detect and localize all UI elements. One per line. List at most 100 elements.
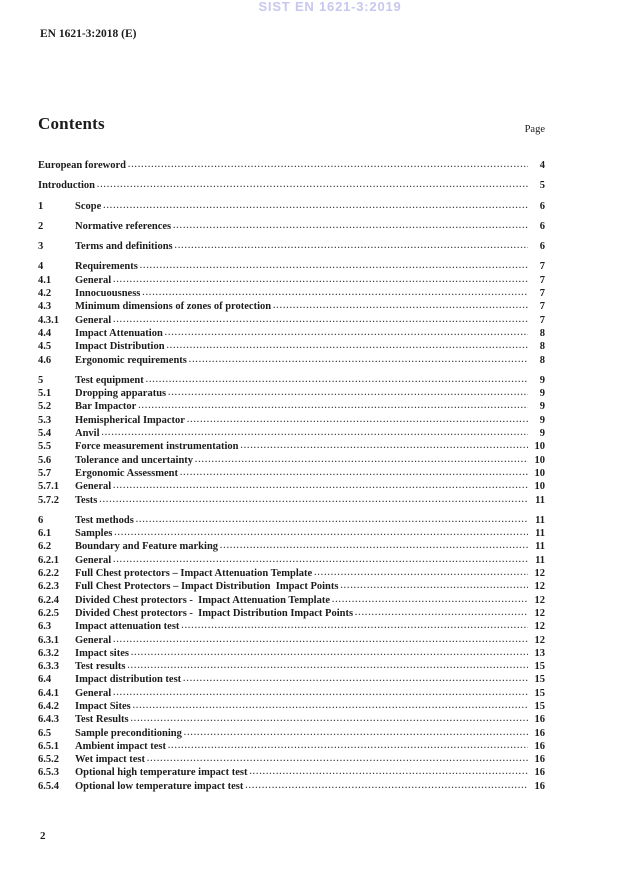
toc-dot-leader: ........................................… — [127, 660, 528, 671]
toc-entry-title: Dropping apparatus — [75, 388, 167, 400]
toc-dot-leader: ........................................… — [355, 606, 528, 617]
toc-entry: 4.1 General ............................… — [38, 274, 545, 287]
toc-entry-number: 6.5 — [38, 727, 52, 739]
toc-dot-leader: ........................................… — [99, 493, 528, 504]
toc-entry: 6.5.3 Optional high temperature impact t… — [38, 766, 545, 779]
toc-entry: 5 Test equipment .......................… — [38, 374, 545, 387]
toc-entry-number: 6.4.1 — [38, 687, 59, 699]
toc-dot-leader: ........................................… — [183, 726, 528, 737]
toc-dot-leader: ........................................… — [188, 353, 528, 364]
toc-entry-page: 9 — [539, 374, 545, 386]
toc-dot-leader: ........................................… — [174, 240, 528, 251]
toc-dot-leader: ........................................… — [142, 287, 528, 298]
toc-entry: 4.2 Innocuousness ......................… — [38, 287, 545, 300]
toc-entry: 6.2.2 Full Chest protectors – Impact Att… — [38, 567, 545, 580]
document-reference: EN 1621-3:2018 (E) — [40, 28, 137, 40]
toc-dot-leader: ........................................… — [167, 739, 528, 750]
toc-entry-title: Sample preconditioning — [75, 727, 182, 739]
toc-entry-number: 4.3 — [38, 301, 52, 313]
toc-entry-number: 4.4 — [38, 327, 52, 339]
toc-entry-page: 6 — [539, 220, 545, 232]
toc-entry-page: 8 — [539, 341, 545, 353]
toc-entry-number: 4.6 — [38, 354, 52, 366]
toc-entry-title: Optional high temperature impact test — [75, 767, 248, 779]
toc-entry: 6.3.2 Impact sites .....................… — [38, 647, 545, 660]
toc-entry-title: Bar Impactor — [75, 401, 137, 413]
toc-dot-leader: ........................................… — [128, 159, 528, 169]
toc-entry-page: 4 — [539, 160, 545, 171]
contents-heading: Contents — [38, 114, 105, 133]
toc-entry-number: 5.1 — [38, 388, 52, 400]
toc-entry-page: 10 — [534, 454, 546, 466]
toc-entry: 6.2.5 Divided Chest protectors - Impact … — [38, 607, 545, 620]
toc-entry-page: 5 — [539, 180, 545, 192]
toc-entry: 4.3.1 General ..........................… — [38, 314, 545, 327]
toc-dot-leader: ........................................… — [179, 466, 528, 477]
toc-entry-page: 12 — [534, 607, 546, 619]
toc-dot-leader: ........................................… — [113, 553, 528, 564]
toc-entry-title: General — [75, 314, 112, 326]
toc-dot-leader: ........................................… — [314, 567, 528, 578]
toc-entry-number: 6.5.2 — [38, 754, 59, 766]
toc-entry-number: 6.3.1 — [38, 634, 59, 646]
toc-entry-page: 16 — [534, 740, 546, 752]
toc-entry: 6.2 Boundary and Feature marking .......… — [38, 540, 545, 553]
toc-entry-page: 9 — [539, 414, 545, 426]
toc-entry-page: 6 — [539, 200, 545, 212]
toc-entry-title: Test results — [75, 661, 126, 673]
toc-entry: European foreword ......................… — [38, 159, 545, 172]
toc-entry-title: Ergonomic Assessment — [75, 467, 178, 479]
toc-entry-title: Requirements — [75, 261, 138, 273]
toc-dot-leader: ........................................… — [332, 593, 528, 604]
toc-entry-number: 4.3.1 — [38, 314, 59, 326]
toc-entry-title: Test Results — [75, 714, 129, 726]
toc-dot-leader: ........................................… — [130, 646, 528, 657]
toc-entry: 6.4.2 Impact Sites .....................… — [38, 700, 545, 713]
toc-entry-page: 8 — [539, 327, 545, 339]
toc-dot-leader: ........................................… — [173, 219, 528, 230]
toc-dot-leader: ........................................… — [130, 713, 528, 724]
toc-entry-number: 4 — [38, 261, 44, 273]
toc-entry: 5.2 Bar Impactor .......................… — [38, 400, 545, 413]
toc-dot-leader: ........................................… — [139, 260, 528, 271]
toc-entry-title: General — [75, 687, 112, 699]
toc-entry: 6.4.1 General ..........................… — [38, 687, 545, 700]
toc-dot-leader: ........................................… — [113, 633, 528, 644]
toc-entry-number: 5.2 — [38, 401, 52, 413]
toc-entry: 6.5.2 Wet impact test ..................… — [38, 753, 545, 766]
toc-entry-title: Tolerance and uncertainty — [75, 454, 194, 466]
table-of-contents: European foreword ......................… — [38, 152, 545, 793]
toc-entry: 5.4 Anvil ..............................… — [38, 427, 545, 440]
toc-entry-number: 2 — [38, 220, 44, 232]
toc-entry-title: Divided Chest protectors - Impact Distri… — [75, 607, 354, 619]
toc-dot-leader: ........................................… — [113, 686, 528, 697]
toc-entry-page: 7 — [539, 274, 545, 286]
toc-entry-page: 16 — [534, 754, 546, 766]
toc-entry-title: General — [75, 481, 112, 493]
toc-entry-number: 5.7.2 — [38, 494, 59, 506]
toc-entry: 6.2.3 Full Chest Protectors – Impact Dis… — [38, 580, 545, 593]
toc-entry-number: 6.3.3 — [38, 661, 59, 673]
toc-entry: 4 Requirements .........................… — [38, 260, 545, 273]
toc-entry: 6.5.4 Optional low temperature impact te… — [38, 780, 545, 793]
toc-entry-title: Ambient impact test — [75, 740, 166, 752]
toc-entry: 6.3 Impact attenuation test ............… — [38, 620, 545, 633]
toc-entry: 1 Scope ................................… — [38, 200, 545, 213]
toc-entry-page: 13 — [534, 647, 546, 659]
toc-entry: 6.4.3 Test Results .....................… — [38, 713, 545, 726]
toc-entry-page: 9 — [539, 388, 545, 400]
watermark-text: SIST EN 1621-3:2019 — [258, 0, 402, 14]
toc-entry: 5.5 Force measurement instrumentation ..… — [38, 440, 545, 453]
toc-entry-number: 6.5.3 — [38, 767, 59, 779]
toc-entry: 6.3.3 Test results .....................… — [38, 660, 545, 673]
toc-entry-title: Wet impact test — [75, 754, 145, 766]
toc-entry-number: 6.3 — [38, 621, 52, 633]
toc-entry-title: General — [75, 554, 112, 566]
toc-entry-title: Divided Chest protectors - Impact Attenu… — [75, 594, 331, 606]
toc-entry-page: 10 — [534, 481, 546, 493]
toc-dot-leader: ........................................… — [101, 427, 528, 438]
toc-dot-leader: ........................................… — [113, 313, 528, 324]
toc-entry-page: 10 — [534, 467, 546, 479]
toc-entry-title: Introduction — [38, 180, 95, 192]
toc-dot-leader: ........................................… — [103, 199, 528, 210]
